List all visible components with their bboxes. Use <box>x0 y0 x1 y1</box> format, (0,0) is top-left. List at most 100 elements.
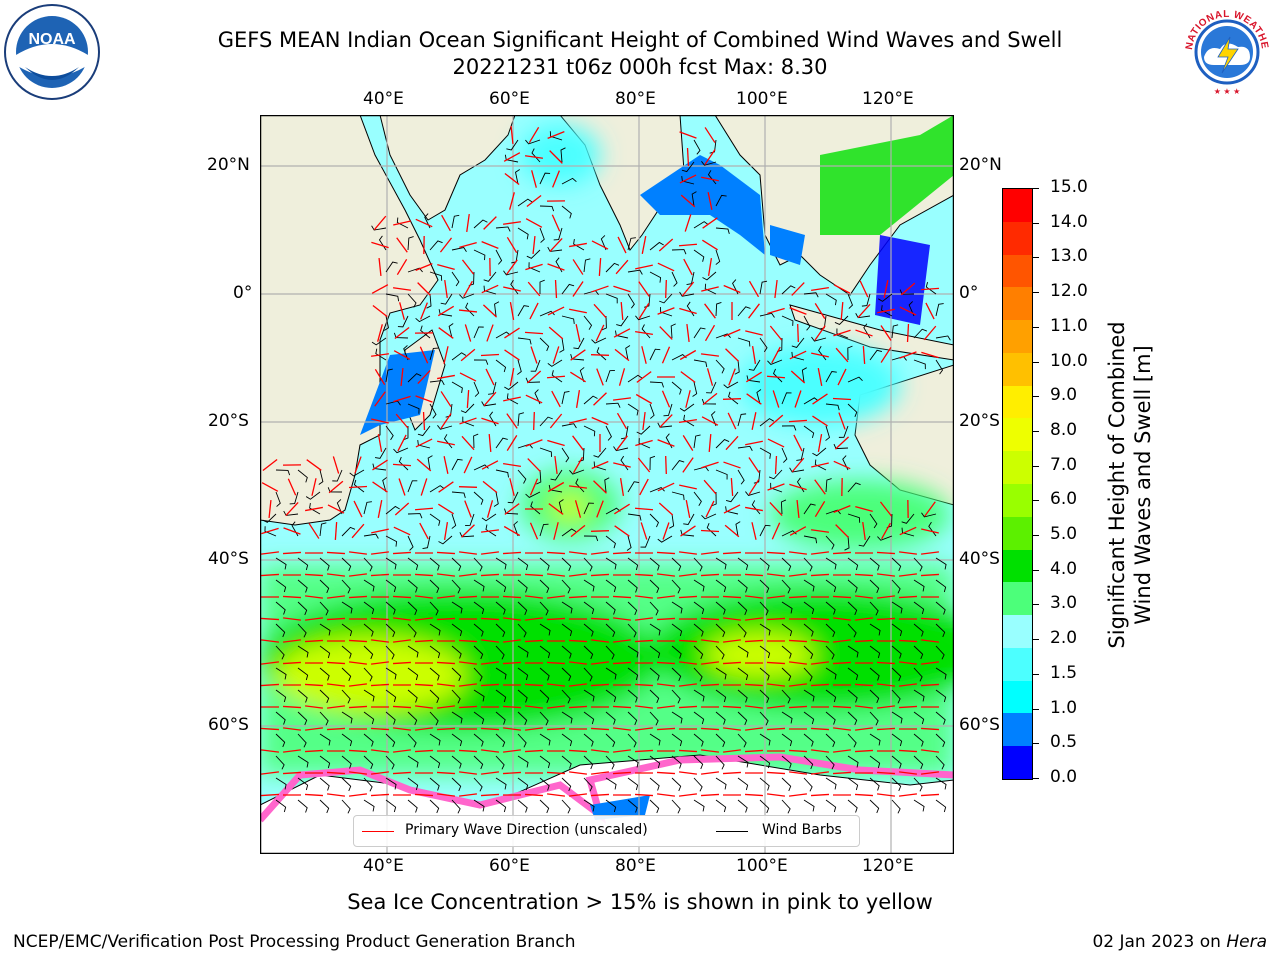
wind-barb <box>847 557 859 571</box>
wave-direction-arrow <box>282 617 302 621</box>
wave-direction-arrow <box>767 438 785 448</box>
wave-direction-arrow <box>282 595 302 599</box>
wave-direction-arrow <box>443 456 449 474</box>
wave-direction-arrow <box>568 705 588 709</box>
wave-direction-arrow <box>590 683 610 687</box>
wind-barb <box>451 214 460 229</box>
wind-barb <box>913 777 923 792</box>
wind-barb <box>495 437 508 449</box>
wind-barb <box>275 491 281 507</box>
wind-barb <box>473 464 489 471</box>
wind-barb <box>649 348 661 361</box>
wind-barb <box>363 733 374 747</box>
wave-direction-arrow <box>503 396 521 402</box>
wind-barb <box>657 535 673 543</box>
wind-barb <box>495 331 511 339</box>
wave-direction-arrow <box>503 462 521 468</box>
wind-barb <box>525 491 541 498</box>
wind-barb <box>465 302 475 317</box>
wave-direction-arrow <box>700 661 720 665</box>
wind-barb <box>605 262 620 273</box>
wave-direction-arrow <box>370 661 390 665</box>
wave-direction-arrow <box>768 414 784 428</box>
colorbar-cell <box>1003 385 1032 419</box>
wind-barb <box>371 337 387 346</box>
wind-barb <box>396 217 409 229</box>
wave-direction-arrow <box>502 661 522 665</box>
colorbar-tick-label: 4.0 <box>1050 558 1078 579</box>
wind-barb <box>715 799 727 813</box>
wave-direction-arrow <box>832 727 852 731</box>
lat-label-left: 20°N <box>207 155 250 175</box>
wind-barb <box>759 623 771 636</box>
wave-direction-arrow <box>745 506 763 512</box>
wind-barb <box>913 623 924 637</box>
wind-barb <box>781 689 791 704</box>
wave-direction-arrow <box>393 395 411 403</box>
wave-direction-arrow <box>634 705 654 709</box>
wind-barb <box>429 557 440 571</box>
wave-direction-arrow <box>438 327 454 339</box>
wind-barb <box>649 513 660 528</box>
wave-direction-arrow <box>527 458 541 472</box>
wave-direction-arrow <box>680 525 696 537</box>
wind-barb <box>649 623 661 636</box>
wave-direction-arrow <box>304 595 324 599</box>
wind-barb <box>734 359 740 375</box>
wave-direction-arrow <box>436 551 456 555</box>
wave-direction-arrow <box>546 771 566 775</box>
wind-barb <box>781 623 793 637</box>
wave-direction-arrow <box>682 457 694 473</box>
wave-direction-arrow <box>898 749 918 753</box>
wind-barb <box>759 312 775 318</box>
wind-barb <box>517 412 524 427</box>
wind-barb <box>297 689 308 703</box>
wind-barb <box>803 623 814 637</box>
wave-direction-arrow <box>572 259 584 275</box>
wave-direction-arrow <box>899 306 917 316</box>
wave-direction-arrow <box>370 771 390 775</box>
wave-direction-arrow <box>766 595 786 599</box>
wind-barb <box>847 513 861 523</box>
wave-direction-arrow <box>480 573 500 577</box>
footer-date-text: 02 Jan 2023 on <box>1092 932 1227 952</box>
wave-direction-arrow <box>862 345 866 365</box>
wave-direction-arrow <box>459 242 477 248</box>
wave-direction-arrow <box>546 683 566 687</box>
wave-direction-arrow <box>634 727 654 731</box>
wind-barb <box>693 667 703 682</box>
wave-direction-arrow <box>524 749 544 753</box>
wind-barb <box>549 131 563 141</box>
wind-barb <box>671 755 682 769</box>
wind-barb <box>385 400 401 406</box>
wave-direction-arrow <box>372 304 388 318</box>
wave-direction-arrow <box>306 459 322 471</box>
wind-barb <box>759 557 770 571</box>
wind-barb <box>429 240 443 251</box>
wind-barb <box>605 645 615 660</box>
wind-barb <box>825 509 841 515</box>
wave-direction-arrow <box>399 302 405 320</box>
wave-direction-arrow <box>504 503 520 515</box>
wind-barb <box>539 310 555 317</box>
colorbar-tick-mark <box>1033 673 1039 675</box>
wind-barb <box>605 293 618 304</box>
wind-barb <box>517 579 528 593</box>
wind-barb <box>601 315 607 331</box>
wave-direction-arrow <box>260 771 280 775</box>
wind-barb <box>539 689 550 704</box>
wind-barb <box>869 645 881 659</box>
wave-direction-arrow <box>706 368 714 386</box>
wind-barb <box>825 293 837 306</box>
wind-barb <box>935 557 947 570</box>
wind-barb <box>481 401 497 407</box>
wind-barb <box>297 557 309 571</box>
wind-barb <box>737 601 748 616</box>
wave-direction-arrow <box>679 418 697 424</box>
wave-direction-arrow <box>282 749 302 753</box>
wind-barb <box>791 351 805 361</box>
wind-barb <box>693 434 701 449</box>
wave-direction-arrow <box>877 308 895 314</box>
wind-barb <box>429 777 440 791</box>
wind-barb <box>627 237 636 251</box>
